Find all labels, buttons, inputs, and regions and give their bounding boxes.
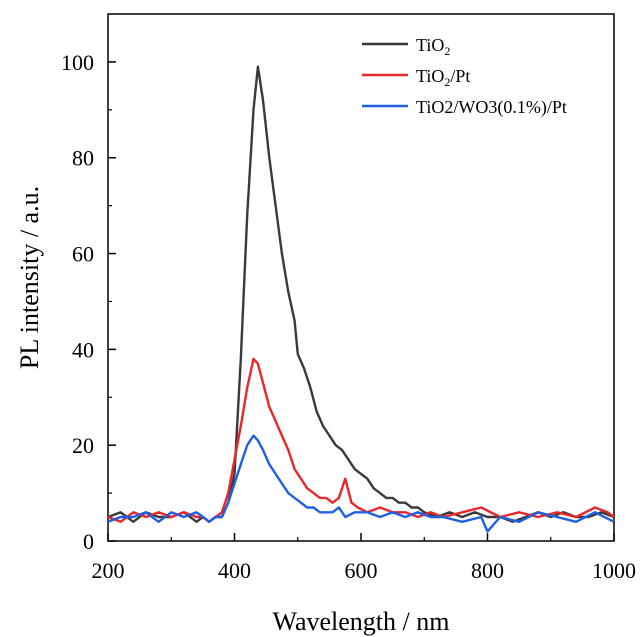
legend-label: TiO2/Pt	[416, 66, 470, 89]
x-tick-label: 200	[92, 558, 125, 583]
y-tick-label: 80	[72, 146, 94, 171]
series-line-1	[107, 357, 615, 523]
plot-border	[107, 13, 615, 542]
y-tick-label: 100	[61, 50, 94, 75]
legend-label: TiO2/WO3(0.1%)/Pt	[416, 97, 567, 118]
series-line-2	[107, 434, 615, 533]
plot-area	[107, 13, 615, 542]
series-layer	[107, 65, 615, 533]
y-axis-label: PL intensity / a.u.	[15, 186, 44, 369]
y-tick-label: 40	[72, 337, 94, 362]
legend-label: TiO2	[416, 35, 450, 58]
x-axis-label: Wavelength / nm	[273, 607, 450, 636]
x-tick-label: 600	[345, 558, 378, 583]
x-tick-label: 1000	[592, 558, 636, 583]
y-tick-label: 20	[72, 433, 94, 458]
x-tick-label: 800	[471, 558, 504, 583]
x-tick-label: 400	[218, 558, 251, 583]
y-tick-label: 0	[83, 529, 94, 554]
series-line-0	[107, 65, 615, 523]
y-tick-label: 60	[72, 242, 94, 267]
legend: TiO2 TiO2/Pt TiO2/WO3(0.1%)/Pt	[362, 35, 567, 118]
tick-layer: 200 400 600 800 1000 0 20 40 60 80 100	[61, 50, 636, 583]
